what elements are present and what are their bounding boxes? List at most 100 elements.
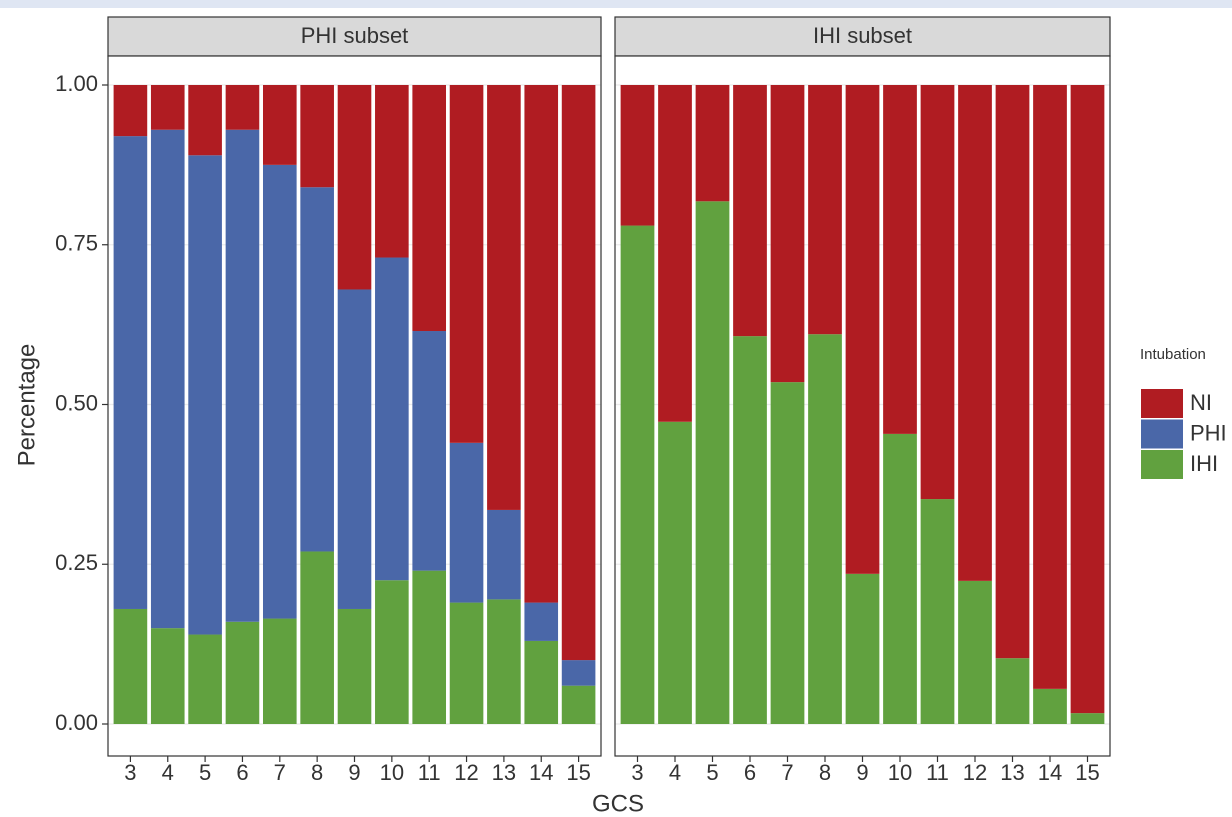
x-tick-label: 13 bbox=[1000, 760, 1024, 785]
bar-segment bbox=[733, 85, 767, 337]
strip bbox=[614, 16, 1111, 57]
bar-segment bbox=[150, 85, 185, 130]
x-tick-label: 13 bbox=[492, 760, 516, 785]
bar-segment bbox=[845, 85, 880, 574]
bar-segment bbox=[808, 85, 842, 335]
bar-segment bbox=[113, 608, 148, 724]
y-tick-label: 0.75 bbox=[55, 231, 98, 256]
bar-segment bbox=[300, 551, 334, 724]
bar-segment bbox=[337, 85, 372, 290]
bar-segment bbox=[958, 85, 992, 581]
bar-segment bbox=[300, 85, 334, 188]
legend-label: IHI bbox=[1190, 451, 1218, 476]
x-tick-label: 12 bbox=[963, 760, 987, 785]
bar-segment bbox=[225, 621, 260, 724]
bar-segment bbox=[412, 331, 447, 571]
bar-segment bbox=[658, 421, 692, 724]
x-tick-label: 5 bbox=[706, 760, 718, 785]
bar-segment bbox=[337, 289, 372, 609]
x-tick-label: 14 bbox=[529, 760, 553, 785]
bar-segment bbox=[770, 382, 805, 724]
bar-segment bbox=[524, 640, 559, 724]
x-tick-label: 10 bbox=[380, 760, 404, 785]
y-tick-label: 0.00 bbox=[55, 710, 98, 735]
legend-label: NI bbox=[1190, 390, 1212, 415]
bar-segment bbox=[487, 85, 521, 510]
top-band bbox=[0, 0, 1232, 8]
bar-segment bbox=[449, 442, 484, 603]
bar-segment bbox=[561, 685, 596, 724]
x-tick-label: 11 bbox=[926, 760, 949, 785]
bar-segment bbox=[1070, 713, 1105, 724]
bar-segment bbox=[262, 85, 297, 165]
bar-segment bbox=[337, 608, 372, 724]
bar-segment bbox=[958, 580, 992, 724]
x-tick-label: 7 bbox=[274, 760, 286, 785]
bar-segment bbox=[487, 599, 521, 724]
x-tick-label: 4 bbox=[162, 760, 174, 785]
x-tick-label: 3 bbox=[124, 760, 136, 785]
x-tick-label: 15 bbox=[1075, 760, 1099, 785]
bar-segment bbox=[883, 85, 917, 434]
bar-segment bbox=[375, 580, 409, 724]
bar-segment bbox=[225, 129, 260, 622]
bar-segment bbox=[561, 85, 596, 661]
x-tick-label: 4 bbox=[669, 760, 681, 785]
bar-segment bbox=[995, 85, 1030, 659]
bar-segment bbox=[412, 570, 447, 724]
bar-segment bbox=[770, 85, 805, 383]
bar-segment bbox=[412, 85, 447, 332]
legend-label: PHI bbox=[1190, 420, 1227, 445]
bar-segment bbox=[695, 85, 730, 202]
bar-segment bbox=[449, 85, 484, 443]
bar-segment bbox=[1070, 85, 1105, 714]
bar-segment bbox=[524, 85, 559, 603]
bar-segment bbox=[1033, 85, 1067, 689]
bar-segment bbox=[883, 433, 917, 724]
y-tick-label: 0.50 bbox=[55, 390, 98, 415]
bar-segment bbox=[808, 334, 842, 724]
legend-key bbox=[1141, 419, 1183, 449]
y-tick-label: 1.00 bbox=[55, 71, 98, 96]
bar-segment bbox=[188, 85, 222, 156]
x-tick-label: 8 bbox=[311, 760, 323, 785]
x-tick-label: 6 bbox=[744, 760, 756, 785]
bar-segment bbox=[920, 499, 955, 724]
bar-segment bbox=[300, 187, 334, 552]
x-tick-label: 7 bbox=[781, 760, 793, 785]
x-tick-label: 15 bbox=[566, 760, 590, 785]
x-tick-label: 8 bbox=[819, 760, 831, 785]
bar-segment bbox=[620, 225, 655, 724]
bar-segment bbox=[658, 85, 692, 422]
x-tick-label: 3 bbox=[631, 760, 643, 785]
bar-segment bbox=[561, 660, 596, 686]
bar-segment bbox=[225, 85, 260, 130]
legend-key bbox=[1141, 450, 1183, 479]
bar-segment bbox=[113, 136, 148, 609]
x-tick-label: 9 bbox=[856, 760, 868, 785]
bar-segment bbox=[620, 85, 655, 226]
bar-segment bbox=[150, 129, 185, 629]
bar-segment bbox=[113, 85, 148, 137]
bar-segment bbox=[375, 257, 409, 581]
bar-segment bbox=[733, 336, 767, 724]
y-axis-label: Percentage bbox=[13, 344, 40, 467]
panel-title: PHI subset bbox=[301, 23, 409, 48]
x-tick-label: 5 bbox=[199, 760, 211, 785]
bar-segment bbox=[487, 509, 521, 600]
bar-segment bbox=[375, 85, 409, 258]
panel-title: IHI subset bbox=[813, 23, 912, 48]
x-tick-label: 14 bbox=[1038, 760, 1062, 785]
x-axis-label: GCS bbox=[592, 790, 644, 817]
bar-segment bbox=[188, 634, 222, 724]
bar-segment bbox=[695, 201, 730, 725]
bar-segment bbox=[1033, 688, 1067, 724]
panel-border bbox=[614, 55, 1111, 757]
x-tick-label: 9 bbox=[348, 760, 360, 785]
bar-segment bbox=[449, 602, 484, 724]
x-tick-label: 10 bbox=[888, 760, 912, 785]
bar-segment bbox=[188, 155, 222, 635]
bar-segment bbox=[150, 628, 185, 724]
bar-segment bbox=[845, 573, 880, 724]
